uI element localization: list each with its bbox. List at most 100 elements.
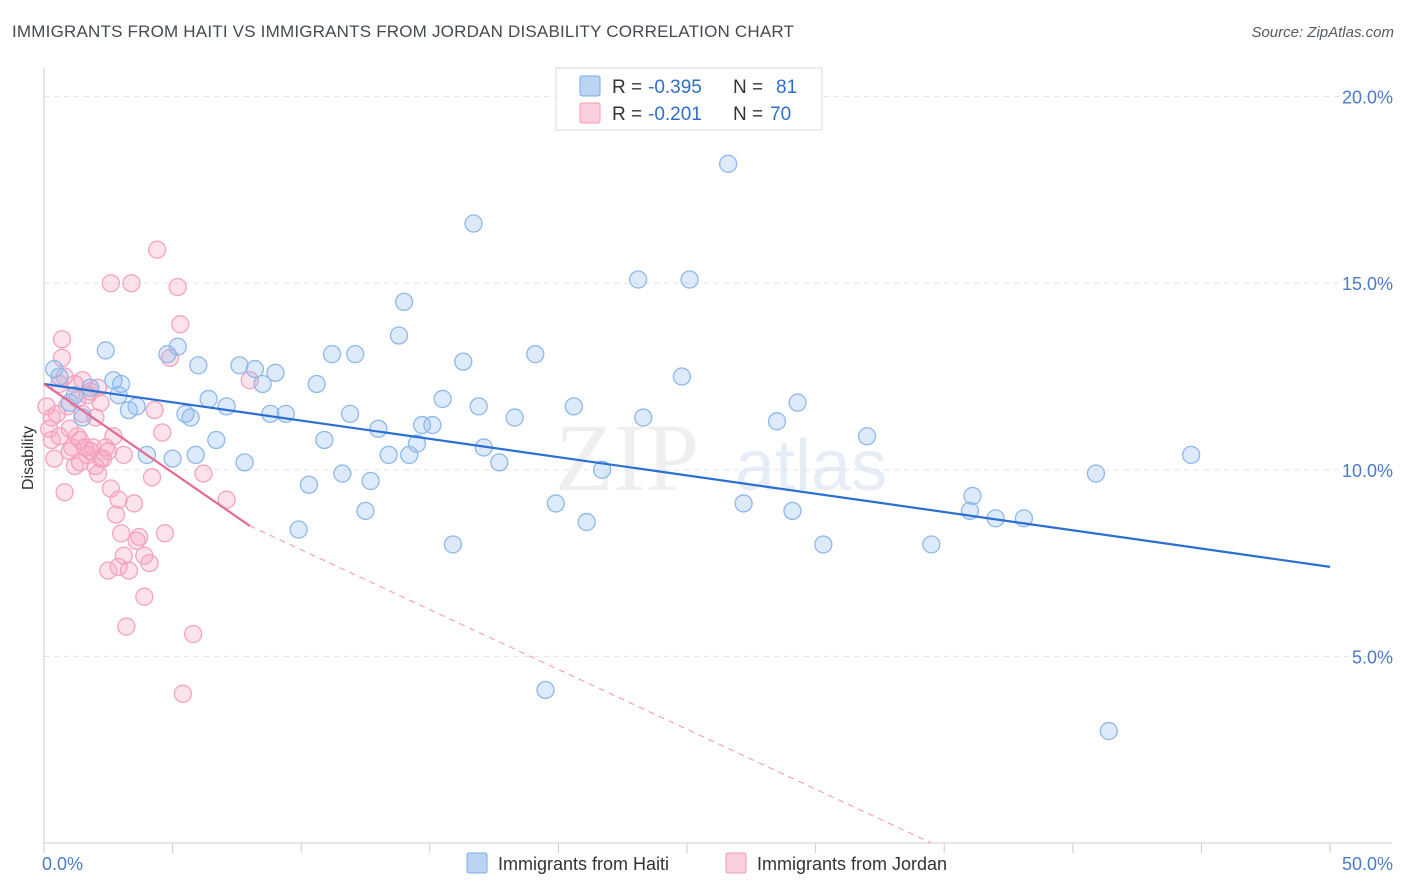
haiti-point-54: [526, 344, 545, 364]
jordan-point-5: [47, 404, 67, 424]
haiti-point-21: [217, 397, 236, 416]
haiti-point-48: [454, 352, 473, 371]
jordan-point-67: [184, 624, 203, 644]
series-jordan-points: [37, 240, 259, 703]
haiti-point-65: [734, 494, 753, 513]
jordan-point-51: [122, 274, 141, 293]
jordan-point-45: [109, 490, 128, 509]
haiti-point-18: [189, 356, 208, 375]
jordan-point-39: [99, 561, 118, 580]
haiti-point-39: [369, 419, 388, 438]
legend-jordan-n-label: N =: [733, 104, 763, 125]
haiti-point-14: [163, 449, 182, 468]
haiti-point-24: [245, 359, 265, 379]
jordan-point-1: [39, 419, 59, 438]
haiti-point-27: [266, 363, 285, 382]
haiti-point-46: [433, 389, 452, 409]
haiti-point-6: [96, 341, 115, 360]
haiti-point-23: [235, 453, 254, 472]
haiti-point-56: [546, 494, 565, 513]
legend-haiti-r-value: -0.395: [648, 77, 702, 98]
haiti-point-15: [168, 337, 187, 356]
haiti-trend-line: [43, 382, 1331, 568]
haiti-point-33: [322, 344, 342, 364]
jordan-point-15: [63, 438, 82, 457]
haiti-point-53: [505, 408, 524, 427]
haiti-point-32: [315, 430, 334, 450]
haiti-point-57: [564, 397, 583, 416]
jordan-point-65: [171, 315, 190, 334]
haiti-point-36: [346, 344, 365, 364]
jordan-point-60: [148, 240, 167, 259]
haiti-point-52: [490, 453, 509, 472]
haiti-point-41: [389, 326, 409, 345]
jordan-point-61: [153, 423, 172, 442]
jordan-point-58: [142, 468, 162, 487]
legend-haiti-r-label: R =: [612, 77, 642, 98]
y-tick-label-0: 20.0%: [1342, 88, 1393, 108]
jordan-point-34: [91, 393, 110, 412]
haiti-point-58: [577, 512, 596, 532]
legend-haiti-n-value: 81: [776, 77, 797, 98]
haiti-point-77: [1099, 721, 1118, 741]
haiti-point-76: [1086, 464, 1106, 483]
jordan-point-68: [194, 464, 213, 483]
haiti-point-1: [50, 367, 69, 386]
haiti-point-68: [788, 393, 807, 412]
haiti-point-13: [158, 344, 177, 364]
haiti-point-61: [634, 408, 653, 427]
legend-jordan-r-label: R =: [612, 104, 642, 125]
haiti-point-9: [112, 374, 131, 394]
haiti-point-69: [814, 535, 833, 554]
legend-swatch-jordan: [579, 102, 601, 124]
jordan-point-46: [112, 524, 131, 543]
haiti-point-50: [469, 397, 488, 416]
haiti-point-22: [230, 356, 249, 375]
jordan-point-70: [217, 490, 236, 509]
jordan-point-42: [104, 427, 123, 446]
jordan-point-11: [55, 483, 74, 502]
haiti-point-71: [922, 535, 941, 554]
jordan-point-66: [173, 684, 193, 703]
bottom-legend-jordan: Immigrants from Jordan: [757, 854, 947, 874]
x-tick-labels: 0.0% 50.0%: [42, 854, 1393, 874]
haiti-point-79: [186, 445, 205, 465]
jordan-point-57: [140, 553, 159, 573]
trend-lines: [43, 382, 1331, 844]
y-tick-labels: 20.0% 15.0% 10.0% 5.0%: [1342, 88, 1393, 668]
jordan-point-41: [101, 274, 121, 293]
haiti-point-67: [783, 501, 802, 521]
bottom-legend-haiti: Immigrants from Haiti: [498, 854, 669, 874]
haiti-point-66: [767, 412, 787, 431]
haiti-point-62: [672, 367, 692, 386]
legend-jordan-r-value: -0.201: [648, 104, 702, 125]
legend: R = -0.395 N = 81 R = -0.201 N = 70: [555, 67, 823, 131]
x-tick-label-0: 0.0%: [42, 854, 83, 874]
chart-title: IMMIGRANTS FROM HAITI VS IMMIGRANTS FROM…: [12, 22, 795, 41]
jordan-point-50: [119, 561, 139, 580]
jordan-point-56: [135, 587, 154, 606]
haiti-point-5: [81, 378, 100, 397]
haiti-point-35: [340, 404, 360, 424]
haiti-point-19: [199, 389, 218, 409]
haiti-point-37: [356, 501, 375, 521]
watermark-zip: ZIP: [555, 404, 699, 511]
legend-haiti-n-label: N =: [733, 77, 763, 98]
haiti-point-11: [127, 397, 146, 416]
bottom-legend: Immigrants from Haiti Immigrants from Jo…: [466, 852, 947, 874]
haiti-point-26: [261, 404, 280, 424]
source-label: Source: ZipAtlas.com: [1251, 24, 1394, 41]
jordan-point-7: [50, 427, 69, 446]
haiti-point-17: [181, 408, 200, 427]
jordan-point-54: [130, 527, 149, 547]
haiti-point-38: [361, 471, 380, 491]
jordan-point-8: [52, 330, 72, 349]
haiti-point-20: [207, 430, 226, 450]
haiti-point-3: [65, 386, 85, 405]
legend-swatch-haiti: [579, 75, 601, 97]
x-tick-label-1: 50.0%: [1342, 854, 1393, 874]
jordan-point-44: [109, 557, 128, 577]
jordan-point-43: [106, 505, 126, 524]
haiti-point-49: [464, 214, 483, 233]
